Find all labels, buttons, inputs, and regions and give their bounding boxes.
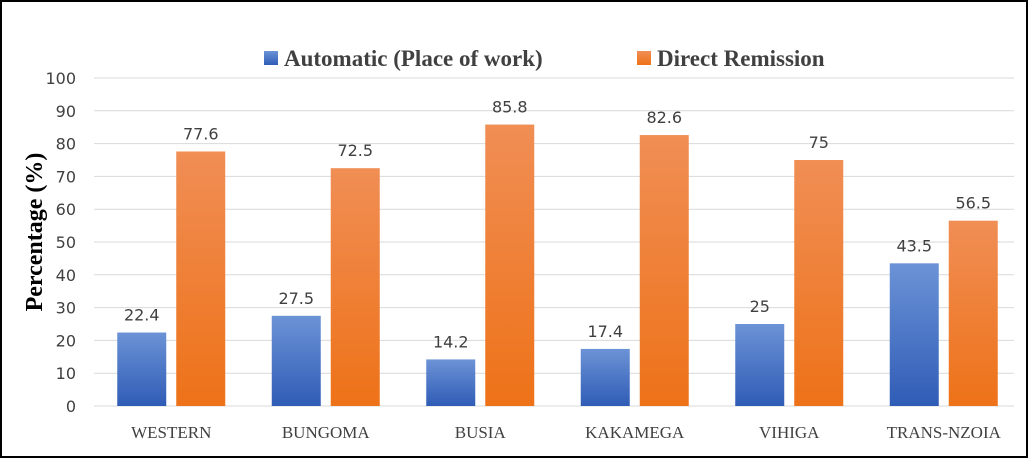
data-label: 27.5: [278, 289, 314, 308]
x-tick-label-vihiga: VIHIGA: [759, 423, 820, 442]
data-label: 82.6: [646, 108, 682, 127]
x-tick-label-trans-nzoia: TRANS-NZOIA: [887, 423, 1002, 442]
bar-direct-remission-bungoma: [330, 168, 380, 406]
data-label: 77.6: [183, 124, 219, 143]
x-tick-label-kakamega: KAKAMEGA: [585, 423, 685, 442]
x-tick-label-bungoma: BUNGOMA: [282, 423, 371, 442]
data-label: 25: [750, 297, 770, 316]
bar-automatic-place-of-work-bungoma: [271, 315, 321, 406]
data-label: 72.5: [337, 141, 373, 160]
bar-direct-remission-western: [176, 151, 226, 406]
bar-automatic-place-of-work-busia: [426, 359, 476, 406]
data-label: 75: [809, 133, 829, 152]
bar-direct-remission-kakamega: [639, 135, 689, 406]
bar-direct-remission-busia: [485, 124, 535, 407]
legend-swatch-automatic-place-of-work: [264, 51, 278, 65]
data-label: 56.5: [955, 194, 991, 213]
y-axis-title: Percentage (%): [22, 153, 48, 312]
legend-label-direct-remission: Direct Remission: [657, 46, 825, 71]
data-label: 85.8: [492, 98, 528, 117]
bar-direct-remission-trans-nzoia: [948, 220, 998, 406]
legend-swatch-direct-remission: [637, 51, 651, 65]
legend: Automatic (Place of work) Direct Remissio…: [264, 46, 825, 71]
y-tick-label: 40: [56, 266, 76, 285]
bar-direct-remission-vihiga: [794, 160, 844, 406]
x-tick-label-busia: BUSIA: [455, 423, 507, 442]
bar-automatic-place-of-work-western: [117, 332, 167, 406]
y-tick-label: 20: [56, 331, 76, 350]
x-tick-label-western: WESTERN: [131, 423, 211, 442]
data-label: 14.2: [433, 332, 469, 351]
y-tick-label: 60: [56, 200, 76, 219]
y-tick-label: 30: [56, 299, 76, 318]
y-tick-label: 10: [56, 364, 76, 383]
y-tick-label: 0: [66, 397, 76, 416]
y-tick-label: 80: [56, 135, 76, 154]
data-labels: 22.4 77.6 27.5 72.5 14.2 85.8 17.4 82.6 25 75 43.5…: [124, 98, 991, 352]
data-label: 17.4: [587, 322, 623, 341]
y-tick-label: 70: [56, 167, 76, 186]
gridlines: [94, 77, 1014, 407]
data-label: 43.5: [896, 236, 932, 255]
y-tick-label: 90: [56, 102, 76, 121]
x-axis-categories: WESTERN BUNGOMA BUSIA KAKAMEGA VIHIGA TRANS-N…: [131, 423, 1001, 442]
legend-label-automatic-place-of-work: Automatic (Place of work): [284, 46, 543, 71]
y-tick-label: 50: [56, 233, 76, 252]
y-axis-ticks: 0 10 20 30 40 50 60 70 80 90 100: [45, 69, 76, 416]
bar-automatic-place-of-work-vihiga: [735, 324, 785, 406]
bar-automatic-place-of-work-kakamega: [580, 348, 630, 406]
y-tick-label: 100: [45, 69, 76, 88]
bars: [117, 124, 998, 407]
bar-automatic-place-of-work-trans-nzoia: [889, 263, 939, 406]
data-label: 22.4: [124, 306, 160, 325]
